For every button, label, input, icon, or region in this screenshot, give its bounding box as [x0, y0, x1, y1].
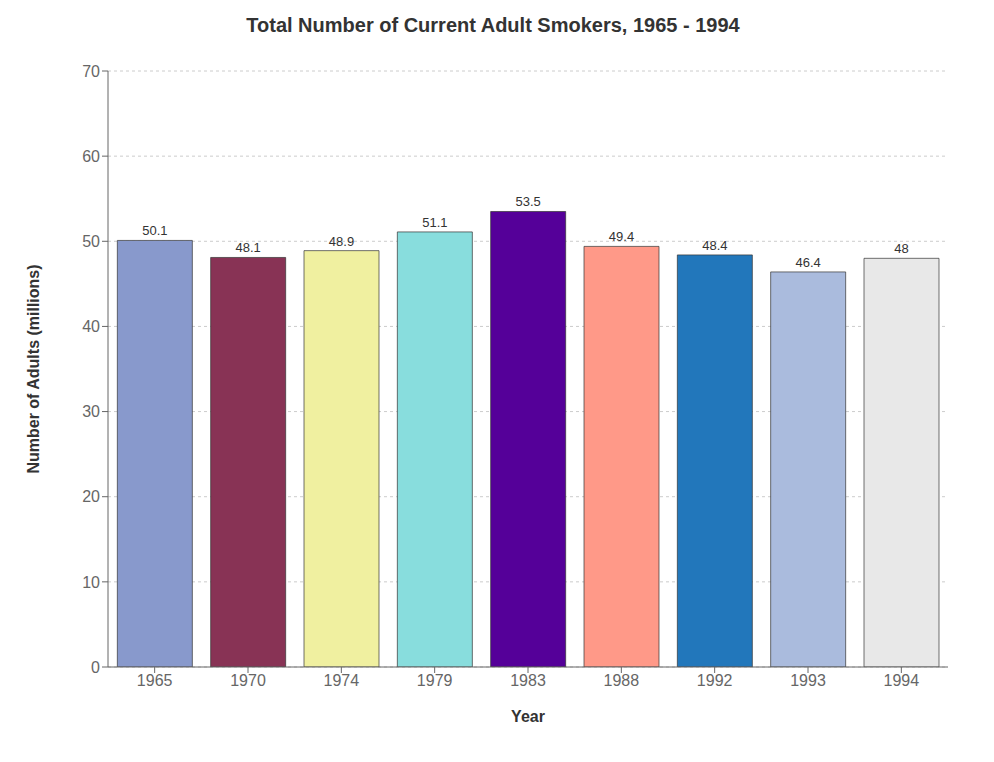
- svg-text:48.9: 48.9: [329, 234, 354, 249]
- svg-text:48.4: 48.4: [702, 238, 727, 253]
- svg-text:49.4: 49.4: [609, 229, 634, 244]
- svg-text:50: 50: [82, 233, 100, 250]
- svg-text:51.1: 51.1: [422, 215, 447, 230]
- svg-text:1979: 1979: [417, 672, 453, 689]
- svg-text:46.4: 46.4: [796, 255, 821, 270]
- svg-text:20: 20: [82, 488, 100, 505]
- svg-text:0: 0: [91, 659, 100, 676]
- svg-text:Year: Year: [511, 708, 545, 725]
- html-text:Total Number of Current Adult: Total Number of Current Adult Smokers, 1…: [246, 14, 740, 36]
- svg-text:53.5: 53.5: [516, 194, 541, 209]
- svg-text:30: 30: [82, 403, 100, 420]
- svg-text:60: 60: [82, 148, 100, 165]
- svg-text:10: 10: [82, 574, 100, 591]
- svg-text:1993: 1993: [790, 672, 826, 689]
- svg-text:1983: 1983: [510, 672, 546, 689]
- svg-text:50.1: 50.1: [142, 223, 167, 238]
- svg-text:1988: 1988: [604, 672, 640, 689]
- svg-text:1965: 1965: [137, 672, 173, 689]
- svg-text:Number of Adults (millions): Number of Adults (millions): [25, 264, 42, 473]
- svg-text:48: 48: [894, 241, 908, 256]
- svg-text:70: 70: [82, 63, 100, 80]
- svg-text:1992: 1992: [697, 672, 733, 689]
- svg-text:1974: 1974: [324, 672, 360, 689]
- svg-text:1970: 1970: [230, 672, 266, 689]
- svg-text:40: 40: [82, 318, 100, 335]
- svg-text:1994: 1994: [884, 672, 920, 689]
- svg-text:48.1: 48.1: [236, 240, 261, 255]
